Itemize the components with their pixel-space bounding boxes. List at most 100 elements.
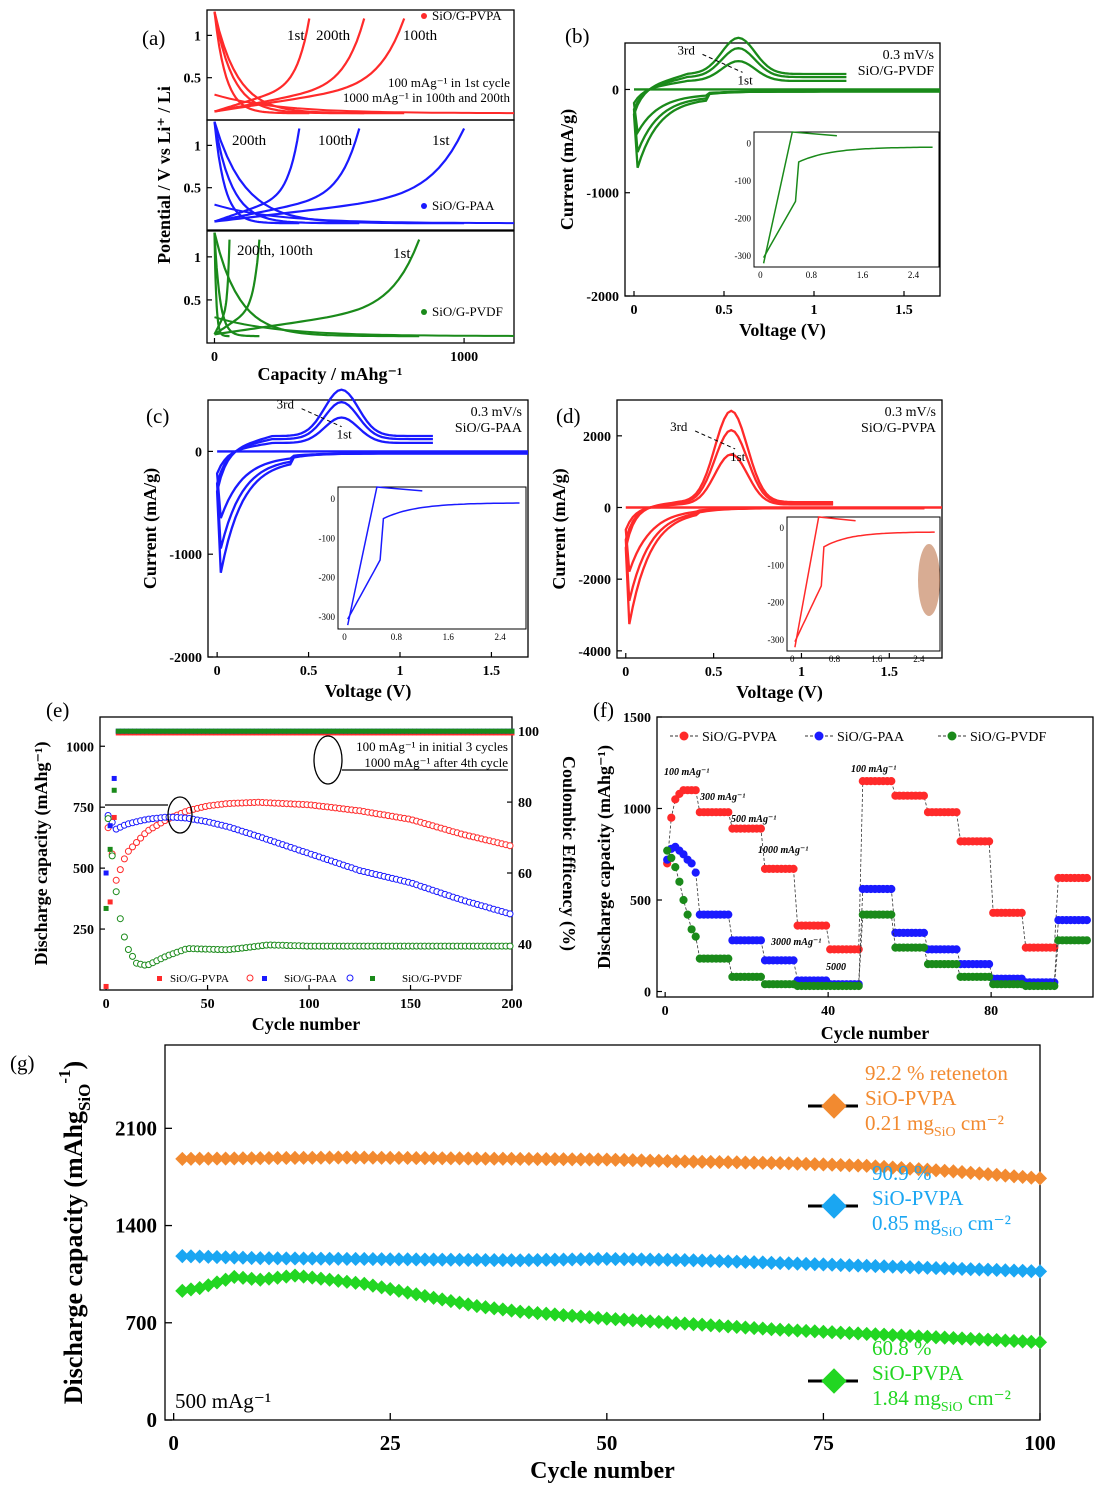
loading-unit-end: cm⁻² — [963, 1386, 1011, 1410]
capacity-point-2 — [1015, 1334, 1030, 1349]
cycle-label-1st: 1st — [337, 427, 353, 442]
capacity-point-2 — [495, 1302, 510, 1317]
plot-frame — [99, 716, 513, 991]
cycle-label-3rd: 3rd — [670, 419, 688, 434]
rate-point-SiO/G-PVPA — [985, 837, 994, 846]
sample-name: SiO/G-PAA — [455, 421, 523, 436]
cycle-label-3rd: 3rd — [277, 397, 295, 412]
efficiency-point-SiO/G-PVDF — [196, 728, 202, 734]
capacity-point-2 — [582, 1310, 597, 1325]
inset-return-curve — [794, 516, 856, 648]
inset-frame — [753, 131, 940, 268]
efficiency-point-SiO/G-PVDF — [395, 728, 401, 734]
efficiency-point-SiO/G-PVDF — [119, 728, 125, 734]
capacity-point-1 — [391, 1252, 406, 1267]
rate-point-SiO/G-PAA — [691, 868, 700, 877]
efficiency-point-SiO/G-PVDF — [371, 728, 377, 734]
first-discharge-curve — [214, 316, 515, 337]
g-y-tick-label: 0 — [147, 1408, 158, 1432]
capacity-point-1 — [1006, 1263, 1022, 1278]
inset-x-tick: 1.6 — [443, 632, 455, 642]
inset-x-tick: 0.8 — [806, 270, 818, 280]
y-axis-title-sub: SiO — [75, 1084, 94, 1111]
capacity-point-2 — [591, 1310, 606, 1325]
inset-x-tick: 0.8 — [829, 654, 841, 664]
plot-frame — [624, 42, 941, 297]
capacity-point-2 — [686, 1317, 701, 1332]
y-axis-title-end: ) — [59, 1061, 88, 1070]
capacity-point-2 — [963, 1331, 978, 1346]
rate-label: 500 mAg⁻¹ — [731, 814, 776, 825]
capacity-point-1 — [443, 1252, 458, 1267]
capacity-point-1 — [807, 1257, 822, 1272]
capacity-point-0 — [894, 1160, 909, 1176]
plot-frame — [207, 399, 529, 658]
capacity-point-1 — [911, 1260, 926, 1275]
capacity-point-2 — [244, 1271, 259, 1286]
cv-x-tick-label: 0 — [631, 303, 638, 318]
capacity-marker-ellipse — [167, 796, 193, 834]
capacity-point-1 — [721, 1254, 736, 1269]
efficiency-point-SiO/G-PVDF — [172, 728, 178, 734]
discharge-curve — [213, 232, 260, 338]
condition-note: 1000 mAg⁻¹ after 4th cycle — [364, 755, 508, 770]
capacity-point-SiO/G-PVPA — [137, 834, 145, 842]
capacity-point-0 — [253, 1151, 268, 1166]
inset-x-tick: 2.4 — [908, 270, 920, 280]
capacity-point-SiO/G-PVPA — [129, 843, 136, 851]
capacity-point-0 — [799, 1156, 814, 1171]
capacity-point-2 — [296, 1269, 311, 1284]
cv-y-tick-label: 0 — [195, 445, 202, 460]
legend-marker — [821, 1368, 847, 1394]
rate-point-SiO/G-PAA — [887, 884, 896, 894]
inset-frame — [786, 516, 941, 652]
efficiency-point-SiO/G-PVDF — [310, 728, 316, 734]
capacity-point-2 — [677, 1316, 692, 1331]
capacity-point-0 — [513, 1151, 528, 1166]
plot-frame — [656, 716, 1094, 998]
rate-point-SiO/G-PVPA — [724, 808, 733, 817]
capacity-point-2 — [539, 1306, 554, 1321]
a-y-tick-label: 1 — [194, 251, 201, 266]
inset-y-tick: -100 — [319, 533, 336, 543]
rate-point-SiO/G-PVPA — [919, 791, 929, 800]
legend-marker — [370, 976, 375, 981]
capacity-point-1 — [851, 1258, 866, 1273]
capacity-point-0 — [686, 1154, 701, 1169]
efficiency-point-SiO/G-PVDF — [245, 728, 251, 734]
f-x-tick-label: 80 — [984, 1004, 998, 1019]
rate-point-SiO/G-PVDF — [671, 863, 680, 872]
efficiency-point-SiO/G-PVDF — [460, 728, 466, 734]
rate-point-SiO/G-PVPA — [756, 824, 766, 833]
cv-x-tick-label: 1 — [798, 665, 805, 680]
inset-curve — [347, 502, 520, 620]
capacity-point-1 — [1024, 1264, 1039, 1279]
loading-label: 0.21 mgSiO cm⁻² — [865, 1111, 1004, 1140]
rate-point-SiO/G-PVPA — [671, 795, 680, 804]
inset-y-tick: -100 — [735, 176, 752, 186]
cycle-label: 200th, 100th — [237, 243, 313, 259]
capacity-point-SiO/G-PVPA — [112, 876, 120, 884]
capacity-point-1 — [894, 1259, 909, 1274]
inset-y-tick: -300 — [768, 635, 785, 645]
legend-marker — [346, 974, 354, 982]
cv-x-tick-label: 0 — [214, 664, 221, 679]
capacity-point-0 — [721, 1155, 736, 1170]
capacity-point-1 — [747, 1255, 762, 1270]
e-x-tick-label: 50 — [201, 997, 215, 1012]
capacity-point-1 — [755, 1255, 770, 1270]
g-x-tick-label: 75 — [813, 1431, 834, 1455]
charge-curve — [214, 18, 406, 113]
cv-y-tick-label: -2000 — [578, 573, 611, 588]
efficiency-point-SiO/G-PVDF — [221, 728, 227, 734]
legend-marker — [421, 203, 427, 209]
capacity-point-SiO/G-PVDF — [124, 946, 132, 953]
legend-label: SiO/G-PVDF — [402, 973, 462, 985]
panel-letter: (g) — [10, 1051, 35, 1075]
efficiency-point-SiO/G-PVDF — [391, 728, 397, 734]
capacity-point-2 — [339, 1274, 354, 1289]
capacity-point-2 — [747, 1321, 762, 1336]
efficiency-point-SiO/G-PVDF — [136, 728, 142, 734]
rate-point-SiO/G-PAA — [679, 850, 688, 859]
rate-point-SiO/G-PVDF — [985, 972, 994, 982]
